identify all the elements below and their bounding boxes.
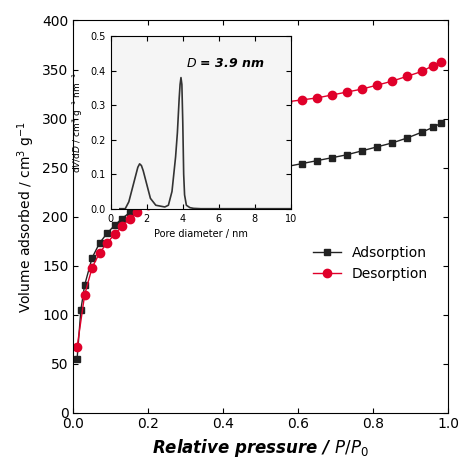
Adsorption	[191, 182, 196, 188]
Adsorption	[419, 129, 425, 135]
Desorption	[374, 82, 380, 88]
Desorption	[97, 250, 102, 255]
Line: Adsorption: Adsorption	[73, 120, 444, 362]
Adsorption	[430, 125, 436, 130]
Adsorption	[89, 255, 95, 261]
Adsorption	[329, 155, 335, 161]
Adsorption	[246, 172, 252, 177]
Adsorption	[119, 216, 125, 221]
Adsorption	[179, 185, 185, 191]
Desorption	[389, 78, 395, 84]
Adsorption	[134, 205, 140, 210]
Y-axis label: Volume adsorbed / cm$^3$ g$^{-1}$: Volume adsorbed / cm$^3$ g$^{-1}$	[15, 120, 36, 312]
Desorption	[250, 106, 256, 111]
Adsorption	[269, 167, 275, 173]
Adsorption	[374, 144, 380, 150]
Desorption	[344, 89, 350, 95]
Adsorption	[404, 135, 410, 141]
Adsorption	[168, 189, 173, 195]
Desorption	[104, 240, 110, 246]
Adsorption	[236, 173, 241, 179]
Desorption	[146, 202, 151, 208]
Desorption	[314, 95, 320, 101]
Adsorption	[299, 161, 305, 166]
Desorption	[119, 224, 125, 229]
Desorption	[243, 167, 248, 173]
Legend: Adsorption, Desorption: Adsorption, Desorption	[308, 241, 434, 287]
Desorption	[179, 183, 185, 189]
Adsorption	[112, 222, 118, 228]
Adsorption	[104, 230, 110, 236]
Adsorption	[201, 179, 207, 185]
Adsorption	[284, 164, 290, 169]
Desorption	[213, 173, 219, 179]
Adsorption	[127, 210, 132, 216]
Adsorption	[438, 120, 443, 126]
Adsorption	[74, 356, 80, 362]
Desorption	[329, 92, 335, 98]
Desorption	[236, 170, 241, 175]
Adsorption	[224, 175, 230, 181]
Adsorption	[82, 283, 88, 288]
Desorption	[82, 292, 88, 298]
Adsorption	[97, 240, 102, 246]
Adsorption	[78, 307, 84, 312]
Desorption	[112, 231, 118, 237]
Desorption	[419, 69, 425, 74]
Desorption	[224, 172, 230, 177]
X-axis label: Relative pressure / $P/P_0$: Relative pressure / $P/P_0$	[152, 437, 369, 459]
Desorption	[438, 59, 443, 64]
Desorption	[157, 195, 163, 201]
Desorption	[265, 101, 271, 107]
Adsorption	[157, 194, 163, 200]
Adsorption	[314, 158, 320, 164]
Desorption	[168, 188, 173, 194]
Desorption	[299, 97, 305, 103]
Desorption	[74, 344, 80, 350]
Adsorption	[359, 148, 365, 154]
Adsorption	[344, 152, 350, 158]
Desorption	[191, 179, 196, 185]
Adsorption	[213, 177, 219, 183]
Desorption	[201, 176, 207, 182]
Adsorption	[389, 140, 395, 146]
Desorption	[404, 73, 410, 79]
Desorption	[127, 216, 132, 221]
Adsorption	[258, 169, 264, 174]
Line: Desorption: Desorption	[73, 57, 445, 351]
Desorption	[284, 99, 290, 105]
Desorption	[134, 209, 140, 214]
Desorption	[430, 63, 436, 68]
Desorption	[89, 264, 95, 270]
Desorption	[359, 86, 365, 92]
Adsorption	[146, 199, 151, 205]
